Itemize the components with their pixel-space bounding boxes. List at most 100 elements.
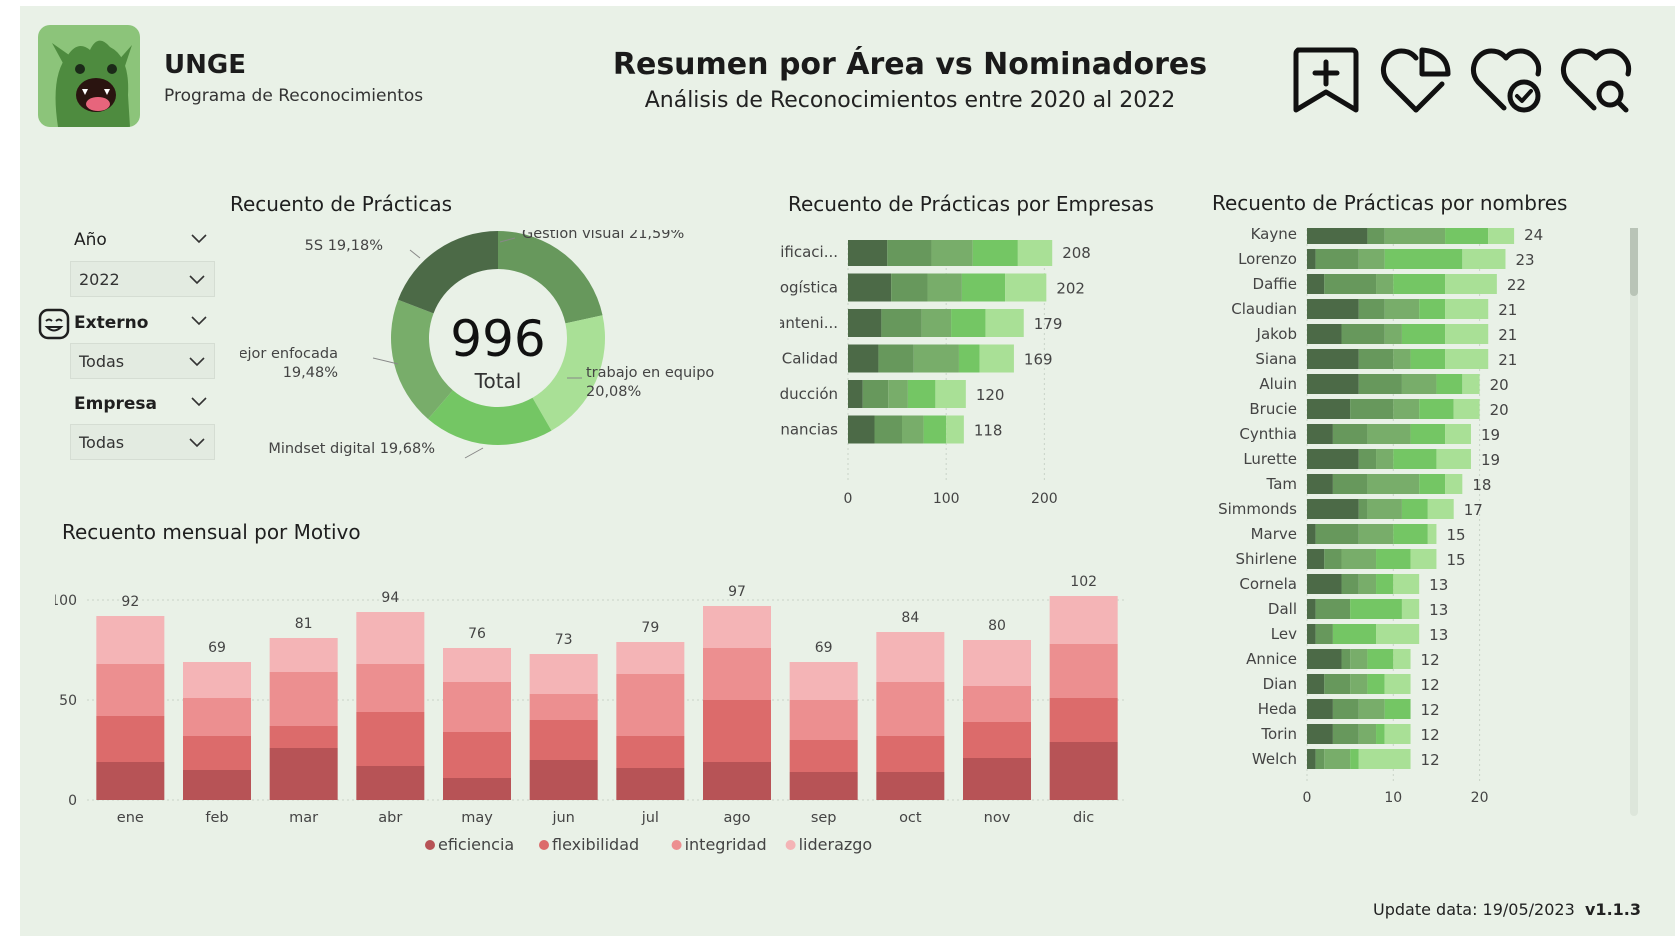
- column-segment[interactable]: [443, 778, 511, 800]
- bar-segment[interactable]: [1367, 499, 1402, 519]
- bar-segment[interactable]: [1307, 624, 1316, 644]
- column-segment[interactable]: [443, 682, 511, 732]
- bar-segment[interactable]: [1358, 574, 1377, 594]
- column-segment[interactable]: [963, 686, 1031, 722]
- bar-segment[interactable]: [1358, 374, 1402, 394]
- column-segment[interactable]: [963, 722, 1031, 758]
- bar-segment[interactable]: [1376, 574, 1394, 594]
- bar-segment[interactable]: [1376, 549, 1411, 569]
- column-segment[interactable]: [356, 664, 425, 712]
- bar-segment[interactable]: [1393, 574, 1420, 594]
- column-segment[interactable]: [96, 664, 165, 716]
- column-segment[interactable]: [183, 698, 251, 736]
- column-segment[interactable]: [269, 638, 338, 672]
- bar-segment[interactable]: [1376, 449, 1394, 469]
- bar-segment[interactable]: [1376, 274, 1394, 294]
- bar-segment[interactable]: [1358, 499, 1368, 519]
- bar-segment[interactable]: [1017, 240, 1053, 266]
- column-segment[interactable]: [616, 674, 685, 736]
- column-segment[interactable]: [443, 732, 511, 778]
- bar-segment[interactable]: [1341, 574, 1359, 594]
- bar-segment[interactable]: [1445, 424, 1471, 444]
- scrollbar-track[interactable]: [1630, 228, 1638, 816]
- bar-segment[interactable]: [1307, 574, 1342, 594]
- donut-slice[interactable]: [391, 299, 453, 419]
- bar-segment[interactable]: [891, 273, 928, 302]
- bar-segment[interactable]: [1332, 624, 1377, 644]
- chevron-down-icon[interactable]: [191, 397, 207, 407]
- bar-segment[interactable]: [1384, 228, 1446, 244]
- bar-segment[interactable]: [1341, 324, 1385, 344]
- bar-segment[interactable]: [1462, 249, 1506, 269]
- bar-segment[interactable]: [1332, 474, 1368, 494]
- bar-segment[interactable]: [848, 240, 888, 266]
- bar-segment[interactable]: [1332, 699, 1359, 719]
- bar-segment[interactable]: [1307, 399, 1351, 419]
- bar-segment[interactable]: [1005, 273, 1047, 302]
- column-segment[interactable]: [529, 720, 598, 760]
- bar-segment[interactable]: [1453, 399, 1480, 419]
- column-segment[interactable]: [876, 772, 945, 800]
- bar-segment[interactable]: [1445, 324, 1489, 344]
- bar-segment[interactable]: [1307, 724, 1333, 744]
- bar-segment[interactable]: [1358, 524, 1394, 544]
- bar-segment[interactable]: [1332, 724, 1359, 744]
- bar-segment[interactable]: [1445, 474, 1463, 494]
- bar-segment[interactable]: [923, 415, 947, 444]
- bar-segment[interactable]: [1307, 699, 1333, 719]
- bar-segment[interactable]: [1324, 274, 1377, 294]
- chevron-down-icon[interactable]: [191, 316, 207, 326]
- bar-segment[interactable]: [874, 415, 902, 444]
- bar-segment[interactable]: [1350, 399, 1394, 419]
- bar-segment[interactable]: [1341, 549, 1377, 569]
- bar-segment[interactable]: [1419, 474, 1446, 494]
- bar-segment[interactable]: [913, 344, 959, 373]
- bar-segment[interactable]: [931, 240, 973, 266]
- bar-segment[interactable]: [1358, 449, 1377, 469]
- column-segment[interactable]: [876, 736, 945, 772]
- bar-segment[interactable]: [1393, 349, 1411, 369]
- bar-segment[interactable]: [1307, 374, 1359, 394]
- bar-segment[interactable]: [1307, 749, 1316, 769]
- column-segment[interactable]: [356, 766, 425, 800]
- bar-segment[interactable]: [1307, 274, 1325, 294]
- column-segment[interactable]: [1049, 742, 1118, 800]
- column-segment[interactable]: [529, 654, 598, 694]
- bar-segment[interactable]: [1315, 524, 1359, 544]
- bar-segment[interactable]: [1358, 299, 1385, 319]
- bar-segment[interactable]: [1445, 349, 1489, 369]
- bar-segment[interactable]: [972, 240, 1018, 266]
- bar-segment[interactable]: [1307, 549, 1325, 569]
- bar-segment[interactable]: [1307, 649, 1342, 669]
- column-segment[interactable]: [183, 736, 251, 770]
- donut-slice[interactable]: [498, 231, 603, 324]
- bar-segment[interactable]: [1315, 249, 1359, 269]
- column-segment[interactable]: [616, 736, 685, 768]
- bar-segment[interactable]: [902, 415, 924, 444]
- column-segment[interactable]: [356, 712, 425, 766]
- bar-segment[interactable]: [1307, 424, 1333, 444]
- bar-segment[interactable]: [1376, 624, 1420, 644]
- bar-segment[interactable]: [1307, 524, 1316, 544]
- bar-segment[interactable]: [1315, 749, 1325, 769]
- bar-segment[interactable]: [848, 273, 892, 302]
- bar-segment[interactable]: [1307, 474, 1333, 494]
- column-segment[interactable]: [443, 648, 511, 682]
- bar-segment[interactable]: [881, 309, 922, 337]
- bar-segment[interactable]: [1324, 749, 1351, 769]
- column-segment[interactable]: [789, 740, 858, 772]
- heart-check-icon[interactable]: [1470, 44, 1542, 116]
- donut-slice[interactable]: [398, 231, 498, 314]
- bar-segment[interactable]: [1307, 299, 1359, 319]
- bar-segment[interactable]: [848, 380, 863, 408]
- bar-segment[interactable]: [1401, 499, 1428, 519]
- bookmark-add-icon[interactable]: [1290, 44, 1362, 116]
- bar-segment[interactable]: [1358, 699, 1385, 719]
- column-segment[interactable]: [963, 640, 1031, 686]
- bar-segment[interactable]: [1436, 374, 1463, 394]
- bar-segment[interactable]: [979, 344, 1014, 373]
- bar-segment[interactable]: [951, 309, 986, 337]
- bar-segment[interactable]: [1384, 674, 1411, 694]
- bar-segment[interactable]: [1401, 324, 1446, 344]
- bar-segment[interactable]: [1307, 228, 1368, 244]
